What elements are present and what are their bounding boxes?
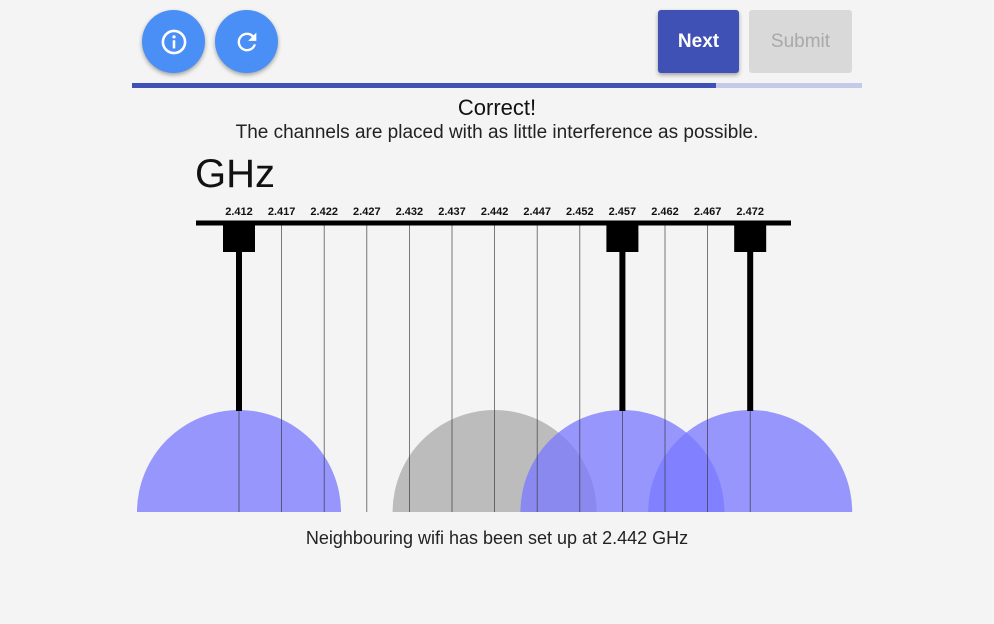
channel-stem bbox=[619, 223, 626, 411]
reset-button[interactable] bbox=[215, 10, 278, 73]
info-button[interactable] bbox=[142, 10, 205, 73]
frequency-tick-label: 2.462 bbox=[651, 206, 679, 218]
frequency-axis bbox=[196, 220, 791, 226]
channel-handle[interactable] bbox=[223, 223, 255, 252]
frequency-tick-label: 2.467 bbox=[694, 206, 722, 218]
channel-handle[interactable] bbox=[606, 223, 639, 252]
next-button[interactable]: Next bbox=[658, 10, 739, 73]
status-message: The channels are placed with as little i… bbox=[235, 122, 759, 143]
frequency-tick-label: 2.442 bbox=[481, 206, 509, 218]
info-circle-icon bbox=[161, 29, 186, 54]
frequency-tick-label: 2.457 bbox=[609, 206, 637, 218]
frequency-tick-label: 2.417 bbox=[268, 206, 296, 218]
frequency-tick-label: 2.472 bbox=[736, 206, 764, 218]
frequency-tick-label: 2.427 bbox=[353, 206, 381, 218]
frequency-tick-label: 2.452 bbox=[566, 206, 594, 218]
frequency-tick-label: 2.432 bbox=[396, 206, 424, 218]
progress-bar-fill bbox=[132, 83, 716, 88]
frequency-tick-label: 2.412 bbox=[225, 206, 253, 218]
channel-stem bbox=[747, 223, 754, 411]
submit-button: Submit bbox=[749, 10, 852, 73]
status-title: Correct! bbox=[457, 95, 537, 120]
channel-stem bbox=[236, 223, 242, 411]
channel-handle[interactable] bbox=[734, 223, 767, 252]
frequency-tick-label: 2.437 bbox=[438, 206, 466, 218]
progress-bar bbox=[132, 83, 862, 88]
frequency-tick-label: 2.422 bbox=[310, 206, 338, 218]
frequency-tick-label: 2.447 bbox=[523, 206, 551, 218]
unit-label: GHz bbox=[195, 152, 275, 196]
neighbour-info: Neighbouring wifi has been set up at 2.4… bbox=[305, 528, 689, 548]
